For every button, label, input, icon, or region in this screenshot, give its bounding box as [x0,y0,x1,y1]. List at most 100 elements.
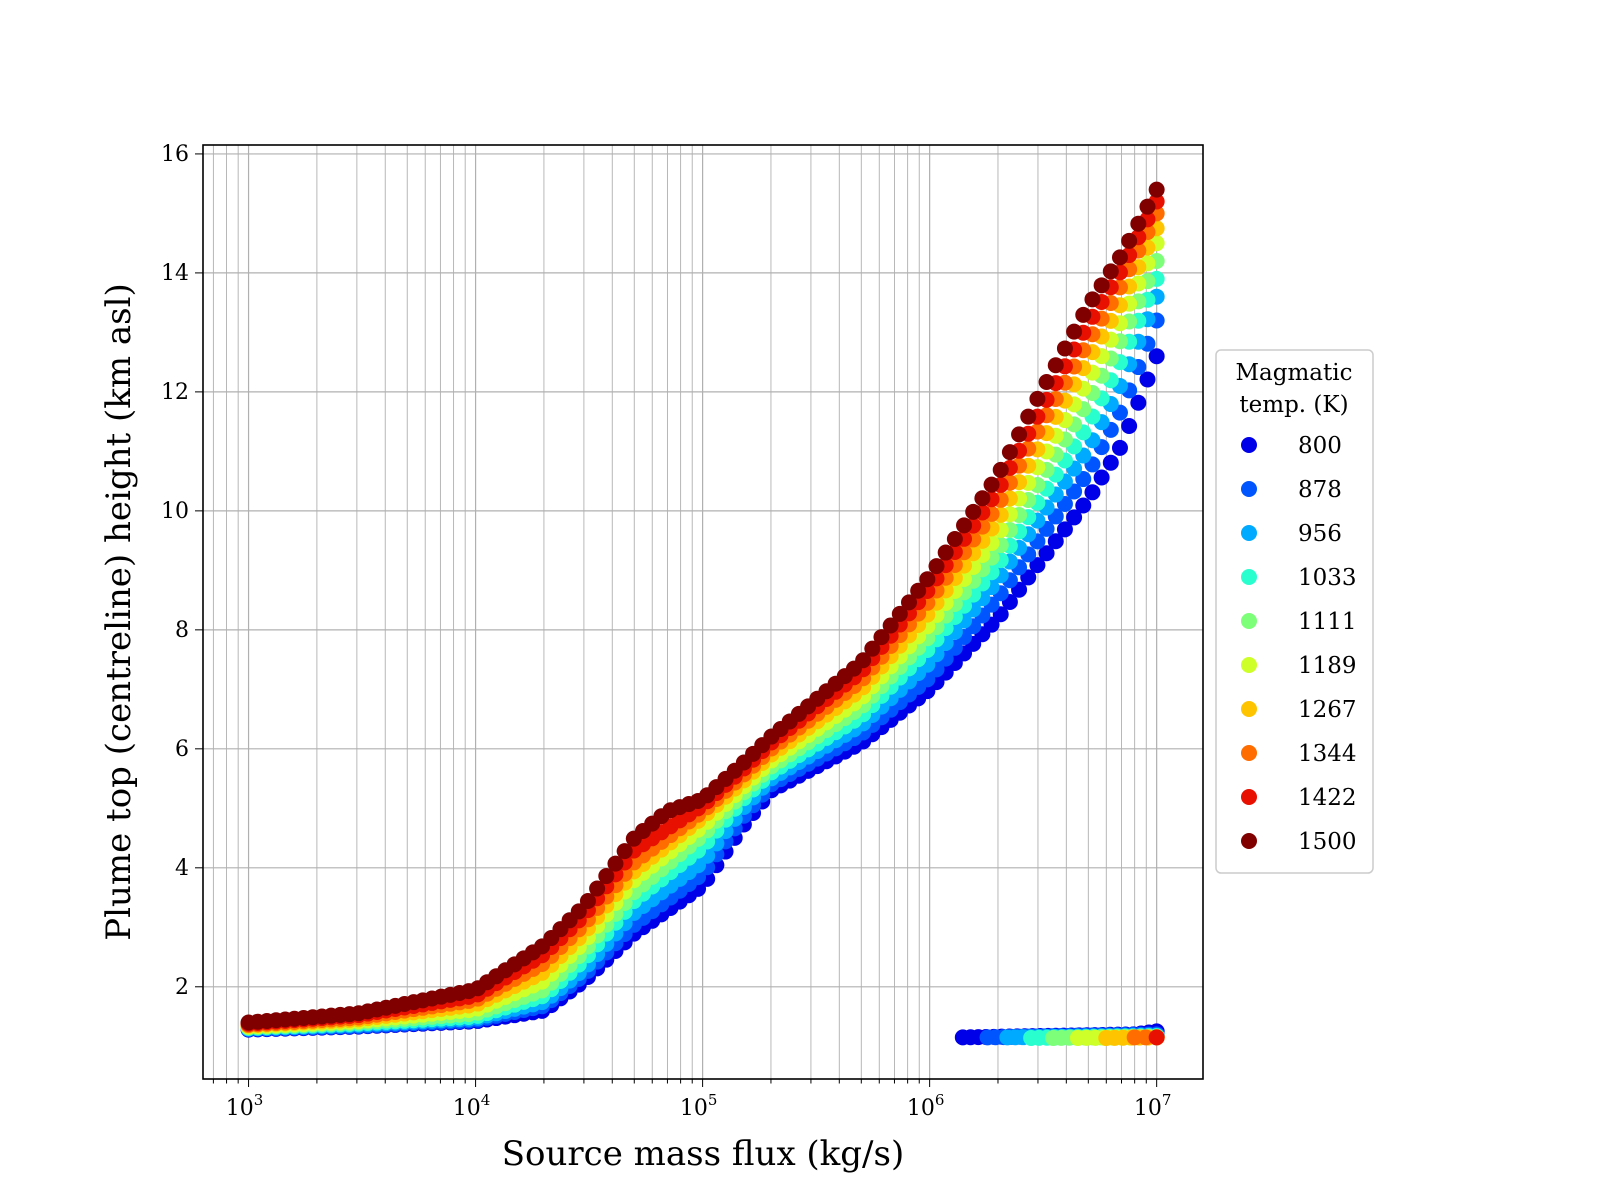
data-point-800 [1038,545,1055,562]
data-point-1500 [910,582,927,599]
data-point-800 [1020,569,1037,586]
x-axis-label: Source mass flux (kg/s) [502,1134,904,1174]
x-tick-label: 104 [453,1091,491,1121]
legend-label-1267: 1267 [1298,697,1357,723]
x-tick-label-base: 10 [680,1096,708,1121]
data-point-1500 [928,558,945,575]
grid-lines [203,145,1203,1079]
x-tick-label-base: 10 [907,1096,935,1121]
data-point-1344 [1126,1029,1143,1046]
data-point-800 [1130,394,1147,411]
data-point-1500 [1038,374,1055,391]
data-point-1500 [992,461,1009,478]
data-point-1500 [965,503,982,520]
x-tick-label-exponent: 6 [935,1091,945,1109]
x-tick-label-exponent: 5 [708,1091,718,1109]
data-point-1500 [616,843,633,860]
data-point-1500 [1121,232,1138,249]
x-tick-label-exponent: 4 [481,1091,491,1109]
legend-title-line-1: Magmatic [1236,360,1353,386]
data-point-1500 [1066,323,1083,340]
data-point-1500 [1084,291,1101,308]
y-tick-label: 14 [161,261,189,286]
y-tick-label: 10 [161,499,189,524]
data-point-1500 [1130,215,1147,232]
data-point-1500 [1029,390,1046,407]
legend-marker-800 [1241,437,1257,453]
x-tick-label: 103 [226,1091,264,1121]
data-point-1500 [589,880,606,897]
x-tick-label-base: 10 [1134,1096,1162,1121]
legend-marker-1189 [1241,657,1257,673]
legend-title-line-2: temp. (K) [1239,392,1348,418]
legend-label-1344: 1344 [1298,741,1357,767]
data-point-1500 [1111,249,1128,266]
data-point-1500 [1139,198,1156,215]
data-point-1500 [864,640,881,657]
x-tick-label: 105 [680,1091,718,1121]
y-tick-label: 16 [161,142,189,167]
data-point-800 [1121,418,1138,435]
y-tick-label: 6 [175,737,189,762]
legend-label-1111: 1111 [1298,609,1357,635]
data-point-1500 [1148,181,1165,198]
data-point-1500 [1056,340,1073,357]
data-points [240,181,1165,1046]
data-point-1500 [607,855,624,872]
data-point-800 [1066,509,1083,526]
data-point-1500 [974,490,991,507]
x-tick-label-base: 10 [226,1096,254,1121]
legend-label-1422: 1422 [1298,785,1357,811]
data-point-1422 [1148,1029,1165,1046]
data-point-800 [1111,439,1128,456]
legend-marker-1500 [1241,833,1257,849]
y-axis-label: Plume top (centreline) height (km asl) [99,283,139,941]
legend-label-956: 956 [1298,521,1342,547]
data-point-1500 [900,594,917,611]
data-point-1500 [598,868,615,885]
legend-label-1033: 1033 [1298,565,1357,591]
data-point-800 [1047,533,1064,550]
data-point-1500 [1093,277,1110,294]
data-point-1500 [919,571,936,588]
data-point-800 [1148,348,1165,365]
data-point-1500 [1001,444,1018,461]
legend-marker-1111 [1241,613,1257,629]
legend-label-878: 878 [1298,477,1342,503]
legend-marker-1033 [1241,569,1257,585]
data-point-1500 [1075,306,1092,323]
x-tick-label: 106 [907,1091,945,1121]
legend-marker-956 [1241,525,1257,541]
data-point-800 [1102,454,1119,471]
data-point-1500 [1011,426,1028,443]
data-point-1500 [956,517,973,534]
x-tick-label-base: 10 [453,1096,481,1121]
data-point-1500 [983,476,1000,493]
legend-label-1189: 1189 [1298,653,1357,679]
y-tick-label: 2 [175,975,189,1000]
data-point-1344 [1137,1029,1154,1046]
data-point-800 [1075,497,1092,514]
data-point-1500 [937,544,954,561]
data-point-800 [1093,469,1110,486]
data-point-800 [1139,371,1156,388]
data-point-1500 [882,617,899,634]
data-point-800 [1056,521,1073,538]
y-tick-label: 12 [161,380,189,405]
data-point-1500 [1020,408,1037,425]
legend-entries: 800 878 956 1033 1111 1189 1267 1344 1422 1500 [1241,433,1357,855]
legend-marker-1422 [1241,789,1257,805]
data-point-1500 [570,903,587,920]
legend-marker-1267 [1241,701,1257,717]
data-point-800 [1084,484,1101,501]
legend-box [1215,349,1374,874]
data-point-1500 [891,605,908,622]
x-tick-label-exponent: 7 [1162,1091,1172,1109]
data-point-1500 [579,892,596,909]
data-point-1500 [946,530,963,547]
legend-marker-1344 [1241,745,1257,761]
legend: Magmatic temp. (K) 800 878 956 1033 1111 1189… [1215,349,1374,874]
data-point-878 [1075,471,1092,488]
